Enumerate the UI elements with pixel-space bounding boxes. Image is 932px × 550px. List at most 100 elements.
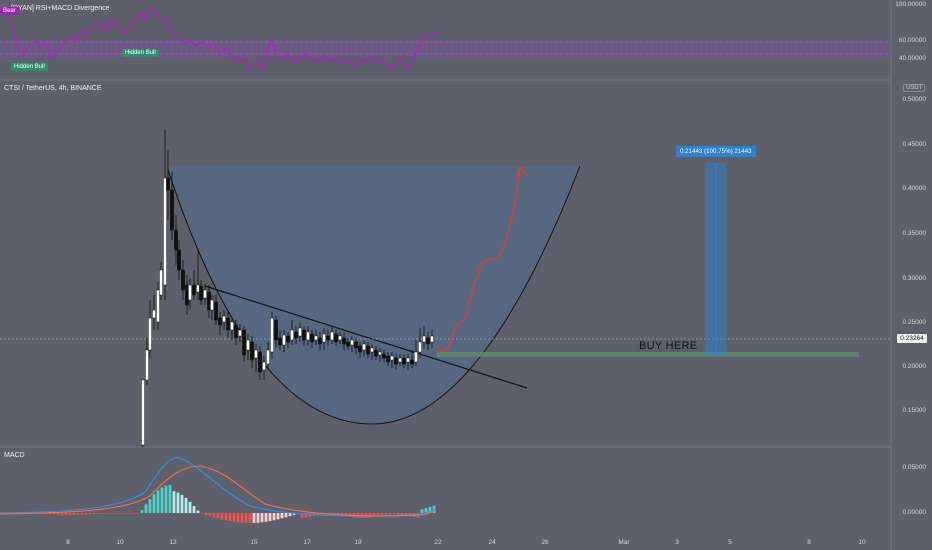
macd-bar: [240, 513, 244, 523]
candle-body: [414, 351, 418, 363]
candle-body: [402, 357, 406, 365]
candle-body: [286, 335, 290, 343]
candle-body: [163, 177, 167, 286]
time-axis-label: 24: [488, 539, 496, 546]
candle-body: [350, 339, 354, 346]
time-axis-label: 15: [250, 539, 258, 546]
macd-bar: [168, 485, 172, 513]
macd-bar: [388, 513, 392, 515]
macd-bar: [140, 510, 144, 513]
macd-title[interactable]: MACD: [4, 452, 25, 459]
macd-bar: [144, 504, 148, 513]
macd-bar: [52, 513, 56, 515]
measure-label[interactable]: 0.21443 (100.75%) 21443: [676, 146, 756, 157]
candle-body: [366, 345, 370, 355]
macd-bar: [124, 513, 128, 514]
candle-body: [294, 331, 298, 339]
rsi-axis-label: 60.00000: [898, 37, 926, 44]
macd-bar: [184, 498, 188, 513]
macd-bar: [196, 510, 200, 513]
candle-body: [390, 355, 394, 361]
macd-bar: [216, 513, 220, 519]
macd-bar: [188, 501, 192, 513]
candle-body: [410, 359, 414, 365]
macd-bar: [192, 506, 196, 513]
macd-bar: [316, 513, 320, 516]
candle-body: [346, 341, 350, 347]
macd-bar: [372, 513, 376, 517]
candle-body: [174, 229, 178, 251]
time-axis-label: 10: [116, 539, 124, 546]
macd-bar: [300, 513, 304, 518]
candle-body: [430, 335, 434, 343]
candle-body: [192, 284, 196, 296]
macd-axis-label: 0.05000: [902, 464, 927, 471]
macd-bar: [332, 513, 336, 515]
macd-bar: [136, 513, 140, 514]
currency-label[interactable]: USDT: [903, 84, 926, 92]
macd-bar: [64, 513, 68, 515]
candle-body: [322, 333, 326, 343]
candle-body: [310, 333, 314, 343]
candle-body: [378, 351, 382, 356]
macd-bar: [112, 513, 116, 514]
candle-body: [406, 357, 410, 363]
time-axis-label: 12: [169, 539, 177, 546]
macd-bar: [180, 494, 184, 513]
macd-bar: [376, 513, 380, 516]
macd-bar: [100, 513, 104, 514]
candle-body: [278, 337, 282, 346]
candle-body: [258, 351, 262, 373]
candle-body: [145, 349, 149, 381]
candle-body: [246, 339, 250, 351]
candle-body: [318, 337, 322, 345]
candle-body: [282, 334, 286, 346]
projection-path: [436, 171, 521, 352]
candle-body: [290, 329, 294, 341]
indicator-title[interactable]: [DYAN] RSI+MACD Divergence: [11, 5, 110, 12]
candle-body: [203, 289, 207, 299]
candle-body: [326, 335, 330, 341]
cup-curve: [167, 165, 581, 425]
macd-bar: [304, 513, 308, 518]
macd-bar: [396, 513, 400, 515]
macd-bar: [72, 513, 76, 515]
candle-body: [242, 329, 246, 356]
macd-bar: [208, 513, 212, 517]
candle-body: [170, 189, 174, 231]
candle-body: [306, 331, 310, 341]
macd-bar: [244, 513, 248, 523]
candle-body: [262, 361, 266, 371]
rsi-axis-label: 100.00000: [895, 1, 926, 8]
time-axis-label: 8: [807, 539, 811, 546]
buy-here-annotation[interactable]: BUY HERE: [639, 340, 698, 352]
time-axis-label: 17: [303, 539, 311, 546]
candle-body: [362, 343, 366, 351]
candle-body: [418, 341, 422, 353]
macd-bar: [280, 513, 284, 519]
macd-bar: [204, 513, 208, 515]
projection-arrowhead: [515, 165, 528, 179]
macd-bar: [392, 513, 396, 515]
candle-body: [148, 317, 152, 351]
macd-bar: [120, 513, 124, 514]
macd-bar: [420, 509, 424, 513]
symbol-title[interactable]: CTSI / TetherUS, 4h, BINANCE: [4, 85, 102, 92]
candle-body: [196, 284, 200, 293]
candle-body: [274, 319, 278, 341]
candle-body: [422, 335, 426, 343]
time-axis-label: 22: [434, 539, 442, 546]
macd-bar: [156, 490, 160, 513]
macd-bar: [260, 513, 264, 523]
macd-line: [0, 457, 437, 517]
macd-bar: [368, 513, 372, 518]
candle-body: [141, 379, 145, 446]
macd-bar: [220, 513, 224, 520]
macd-bar: [232, 513, 236, 522]
time-axis-label: 5: [728, 539, 732, 546]
macd-bar: [132, 513, 136, 514]
macd-bar: [384, 513, 388, 515]
macd-bar: [400, 513, 404, 515]
candle-body: [199, 285, 203, 301]
